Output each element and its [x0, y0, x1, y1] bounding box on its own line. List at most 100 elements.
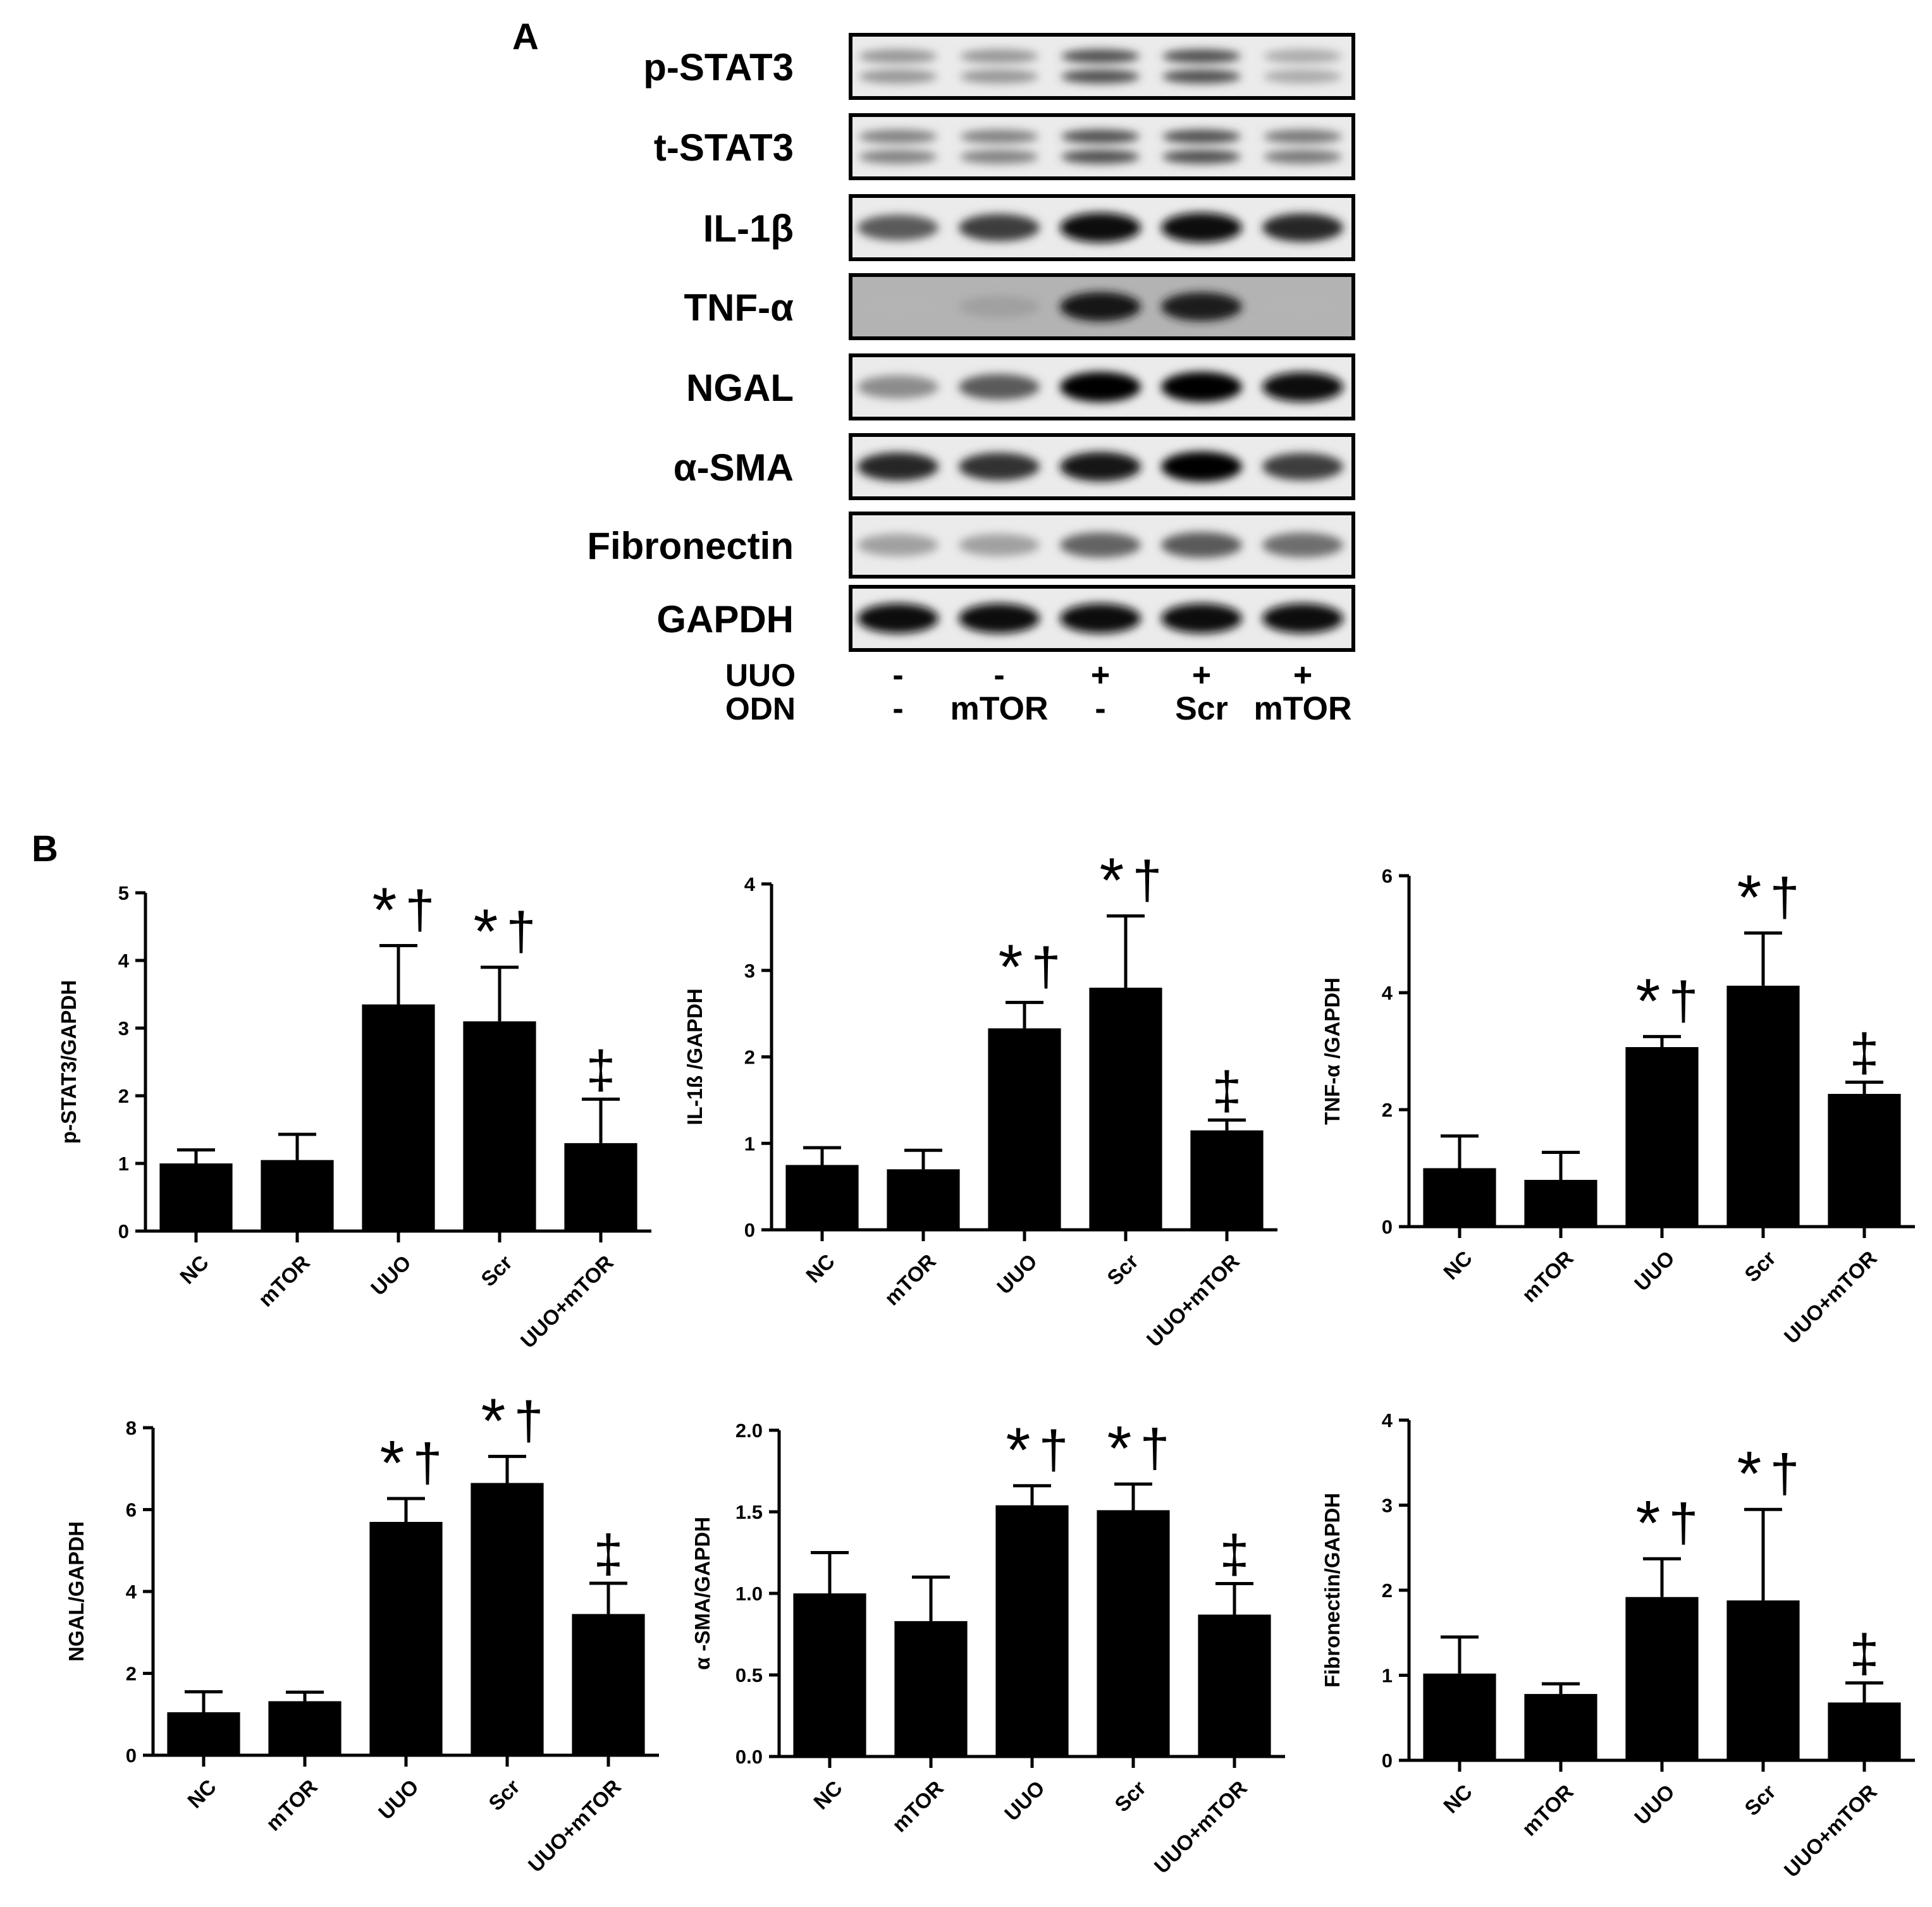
blot-label: Fibronectin — [587, 525, 794, 567]
x-tick-label: UUO — [1630, 1246, 1679, 1296]
western-blot-panel: p-STAT3 t-STAT3 IL-1β TNF-α NGAL α-SMA Fibrone… — [587, 33, 1355, 727]
bar — [572, 1614, 645, 1755]
blot-band — [859, 150, 937, 164]
blot-band — [1162, 49, 1241, 63]
significance-dagger: † — [1039, 1420, 1069, 1480]
significance-star: * — [481, 1385, 506, 1456]
blot-label: t-STAT3 — [654, 126, 794, 169]
blot-frame — [849, 512, 1355, 579]
y-tick-label: 0 — [118, 1220, 129, 1242]
bar — [887, 1169, 960, 1230]
condition-value: mTOR — [1253, 690, 1351, 727]
significance-dagger: † — [507, 902, 536, 961]
significance-star: * — [1636, 966, 1661, 1036]
blot-band — [1161, 451, 1242, 482]
significance-star: * — [1737, 862, 1762, 933]
bar — [369, 1521, 443, 1755]
blot-band — [960, 70, 1038, 83]
blot-band — [959, 374, 1040, 400]
x-tick-label: NC — [183, 1775, 221, 1813]
y-tick-label: 0 — [126, 1745, 137, 1767]
x-tick-label: mTOR — [1517, 1780, 1578, 1841]
x-tick-label: Scr — [1102, 1249, 1143, 1290]
blot-band — [1161, 212, 1242, 243]
y-tick-label: 2 — [118, 1085, 129, 1107]
blot-label: p-STAT3 — [643, 46, 794, 89]
blot-band — [859, 70, 937, 83]
bar — [1097, 1510, 1170, 1757]
y-tick-label: 0.5 — [735, 1664, 763, 1686]
condition-label: ODN — [725, 691, 796, 727]
blot-frame — [849, 33, 1355, 100]
blot-band — [960, 49, 1038, 63]
condition-value: - — [892, 690, 903, 727]
x-tick-label: UUO+mTOR — [524, 1775, 625, 1877]
blot-band — [1061, 130, 1140, 144]
bar — [1625, 1597, 1699, 1760]
blot-band — [959, 453, 1040, 481]
x-tick-label: NC — [801, 1249, 839, 1287]
significance-dagger: † — [413, 1433, 443, 1492]
blot-band — [1162, 70, 1241, 83]
significance-dagger: † — [1770, 868, 1800, 927]
blot-frame — [849, 113, 1355, 180]
blot-band — [960, 130, 1038, 144]
bar — [1828, 1702, 1901, 1760]
significance-star: * — [1636, 1488, 1661, 1559]
significance-star: * — [380, 1428, 405, 1499]
y-axis-label: TNF-α /GAPDH — [1320, 978, 1344, 1125]
x-tick-label: mTOR — [254, 1251, 314, 1311]
blot-band — [858, 214, 938, 241]
blot-band — [1161, 603, 1242, 634]
blot-band — [858, 296, 938, 317]
x-tick-label: Scr — [1740, 1780, 1780, 1820]
condition-value: - — [1095, 690, 1105, 727]
bar — [1524, 1180, 1597, 1227]
blot-band — [1060, 451, 1141, 482]
condition-value: + — [1293, 657, 1312, 694]
panel-b-label: B — [32, 828, 58, 869]
blot-band — [1060, 372, 1141, 402]
x-tick-label: Scr — [476, 1251, 517, 1291]
blot-band — [1060, 603, 1141, 634]
blot-band — [1162, 150, 1241, 164]
blot-band — [1264, 130, 1342, 144]
blot-band — [1161, 372, 1242, 402]
blot-band — [1264, 70, 1342, 83]
significance-double-dagger: ‡ — [586, 1039, 616, 1099]
bar — [1524, 1694, 1597, 1760]
blot-band — [1262, 213, 1343, 242]
y-tick-label: 4 — [744, 873, 756, 895]
y-tick-label: 0 — [744, 1219, 755, 1241]
y-tick-label: 4 — [118, 950, 130, 972]
blot-band — [1060, 532, 1141, 558]
x-tick-label: UUO+mTOR — [1142, 1249, 1244, 1351]
bar — [785, 1165, 859, 1230]
significance-star: * — [1100, 845, 1124, 916]
blot-band — [858, 534, 938, 556]
blot-label: NGAL — [686, 367, 794, 409]
bar — [167, 1712, 240, 1755]
significance-dagger: † — [1140, 1418, 1170, 1478]
blot-band — [959, 214, 1040, 242]
blot-band — [1262, 372, 1343, 402]
blot-row: Fibronectin — [587, 512, 1355, 579]
x-tick-label: UUO+mTOR — [1780, 1246, 1881, 1348]
x-tick-label: Scr — [484, 1775, 524, 1815]
bar — [1726, 985, 1800, 1227]
y-tick-label: 1.5 — [735, 1501, 763, 1523]
blot-frame — [849, 585, 1355, 652]
y-tick-label: 1 — [744, 1132, 755, 1155]
bar — [1625, 1047, 1699, 1227]
blot-band — [858, 375, 938, 399]
blot-row: TNF-α — [684, 273, 1355, 340]
significance-dagger: † — [1669, 971, 1699, 1030]
significance-double-dagger: ‡ — [1850, 1023, 1880, 1082]
bar — [1423, 1168, 1496, 1227]
y-tick-label: 1 — [1382, 1665, 1393, 1687]
x-tick-label: UUO+mTOR — [1150, 1776, 1252, 1878]
blot-band — [858, 603, 938, 634]
blot-band — [959, 534, 1040, 556]
